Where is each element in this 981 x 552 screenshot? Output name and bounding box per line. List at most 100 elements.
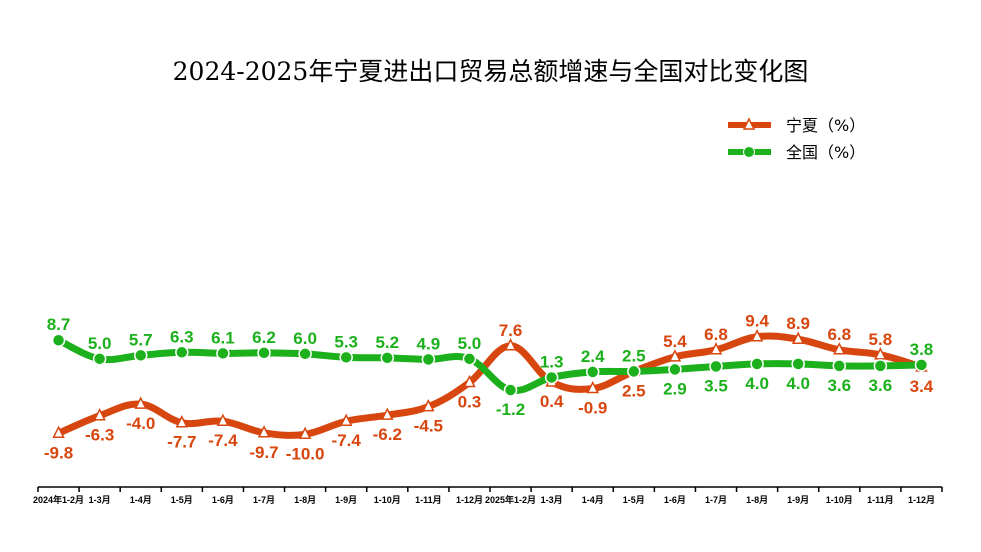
- data-label: 5.0: [88, 334, 112, 353]
- series-national: [51, 333, 929, 397]
- data-label: 5.4: [663, 332, 687, 351]
- data-point-triangle: [833, 342, 846, 355]
- series-line: [57, 332, 923, 439]
- legend-label-national: 全国（%）: [786, 143, 865, 162]
- data-label: 3.8: [910, 340, 934, 359]
- data-label: -9.7: [249, 443, 278, 462]
- data-point-triangle: [504, 338, 517, 351]
- data-point-triangle: [422, 398, 435, 412]
- x-tick-label: 1-9月: [335, 495, 357, 505]
- data-label: 4.0: [786, 374, 810, 393]
- data-point-circle: [627, 364, 641, 379]
- data-point-circle: [298, 347, 312, 361]
- data-label: 8.9: [786, 314, 810, 333]
- data-point-circle: [421, 352, 436, 367]
- x-tick-label: 1-12月: [456, 495, 483, 505]
- data-label: -0.9: [578, 399, 607, 418]
- data-label: -4.5: [414, 417, 443, 436]
- x-tick-label: 1-11月: [867, 495, 894, 505]
- data-label: 5.3: [334, 332, 358, 351]
- data-point-circle: [462, 352, 477, 366]
- data-point-triangle: [709, 342, 723, 355]
- data-point-circle: [257, 346, 271, 360]
- data-point-circle: [380, 351, 395, 365]
- data-label: 5.0: [458, 334, 482, 353]
- data-label: 2.5: [622, 346, 646, 365]
- data-point-circle: [709, 359, 723, 374]
- data-label: 5.8: [869, 330, 893, 349]
- data-point-circle: [873, 359, 888, 373]
- data-label: -9.8: [44, 443, 73, 462]
- legend-item-ningxia: 宁夏（%）: [728, 116, 865, 135]
- x-tick-label: 1-4月: [130, 495, 152, 505]
- x-tick-label: 1-10月: [374, 495, 401, 505]
- data-label: -7.4: [332, 431, 362, 450]
- data-label: 2.5: [622, 381, 646, 400]
- data-label: 8.7: [47, 315, 71, 334]
- x-tick-label: 2025年1-2月: [485, 494, 536, 505]
- data-point-circle: [51, 333, 66, 347]
- data-label: 0.4: [540, 392, 564, 411]
- data-label: -10.0: [286, 444, 325, 463]
- x-tick-label: 1-7月: [705, 495, 727, 505]
- data-point-triangle: [298, 426, 312, 440]
- data-point-circle: [133, 348, 148, 363]
- data-point-triangle: [586, 380, 599, 394]
- data-point-circle: [503, 383, 518, 397]
- x-tick-label: 1-3月: [541, 495, 563, 505]
- data-label: 2.9: [663, 379, 687, 398]
- data-label: 6.0: [293, 329, 317, 348]
- data-label: 3.6: [827, 376, 851, 395]
- x-tick-label: 1-3月: [89, 495, 111, 505]
- x-tick-label: 1-9月: [787, 495, 809, 505]
- data-label: 4.0: [745, 374, 769, 393]
- data-point-triangle: [668, 349, 682, 362]
- data-point-triangle: [134, 396, 147, 409]
- data-label: 5.7: [129, 330, 153, 349]
- data-label: 6.8: [827, 325, 851, 344]
- x-tick-label: 2024年1-2月: [33, 494, 84, 505]
- legend: 宁夏（%） 全国（%）: [728, 116, 865, 162]
- data-label: 1.3: [540, 352, 564, 371]
- data-point-triangle: [257, 425, 271, 438]
- data-label: -1.2: [496, 400, 525, 419]
- data-label: 3.5: [704, 376, 728, 395]
- x-tick-label: 1-12月: [908, 495, 935, 505]
- data-point-triangle: [463, 374, 476, 388]
- data-point-circle: [750, 357, 764, 371]
- data-label: -6.2: [373, 425, 402, 444]
- x-tick-label: 1-4月: [582, 495, 604, 505]
- data-label: -7.4: [208, 431, 238, 450]
- data-point-triangle: [52, 425, 65, 439]
- data-point-triangle: [216, 413, 230, 426]
- series-line: [56, 337, 922, 395]
- data-point-circle: [832, 359, 847, 373]
- data-label: 6.8: [704, 325, 728, 344]
- legend-item-national: 全国（%）: [728, 143, 865, 162]
- data-point-circle: [92, 352, 107, 366]
- x-tick-label: 1-5月: [623, 495, 645, 505]
- data-label: -4.0: [126, 414, 155, 433]
- data-point-triangle: [381, 407, 394, 420]
- x-tick-label: 1-10月: [826, 495, 853, 505]
- data-label: 2.4: [581, 347, 605, 366]
- data-point-triangle: [791, 331, 805, 344]
- data-label: 3.4: [910, 377, 934, 396]
- data-point-circle: [585, 365, 600, 379]
- chart-title: 2024-2025年宁夏进出口贸易总额增速与全国对比变化图: [172, 57, 809, 86]
- data-label: 7.6: [499, 321, 523, 340]
- x-tick-label: 1-11月: [415, 495, 442, 505]
- data-point-circle: [544, 370, 559, 385]
- x-tick-label: 1-6月: [212, 495, 234, 505]
- x-axis: 2024年1-2月 1-3月 1-4月 1-5月 1-6月 1-7月 1-8月 1-9月 1-1…: [33, 486, 943, 505]
- data-point-triangle: [175, 415, 189, 428]
- data-point-circle: [914, 358, 929, 372]
- x-tick-label: 1-7月: [253, 495, 275, 505]
- data-label: 6.2: [252, 328, 276, 347]
- legend-label-ningxia: 宁夏（%）: [786, 116, 865, 135]
- data-point-circle: [668, 362, 682, 377]
- data-point-circle: [175, 345, 189, 360]
- data-label: 0.3: [458, 392, 482, 411]
- data-point-triangle: [93, 408, 106, 421]
